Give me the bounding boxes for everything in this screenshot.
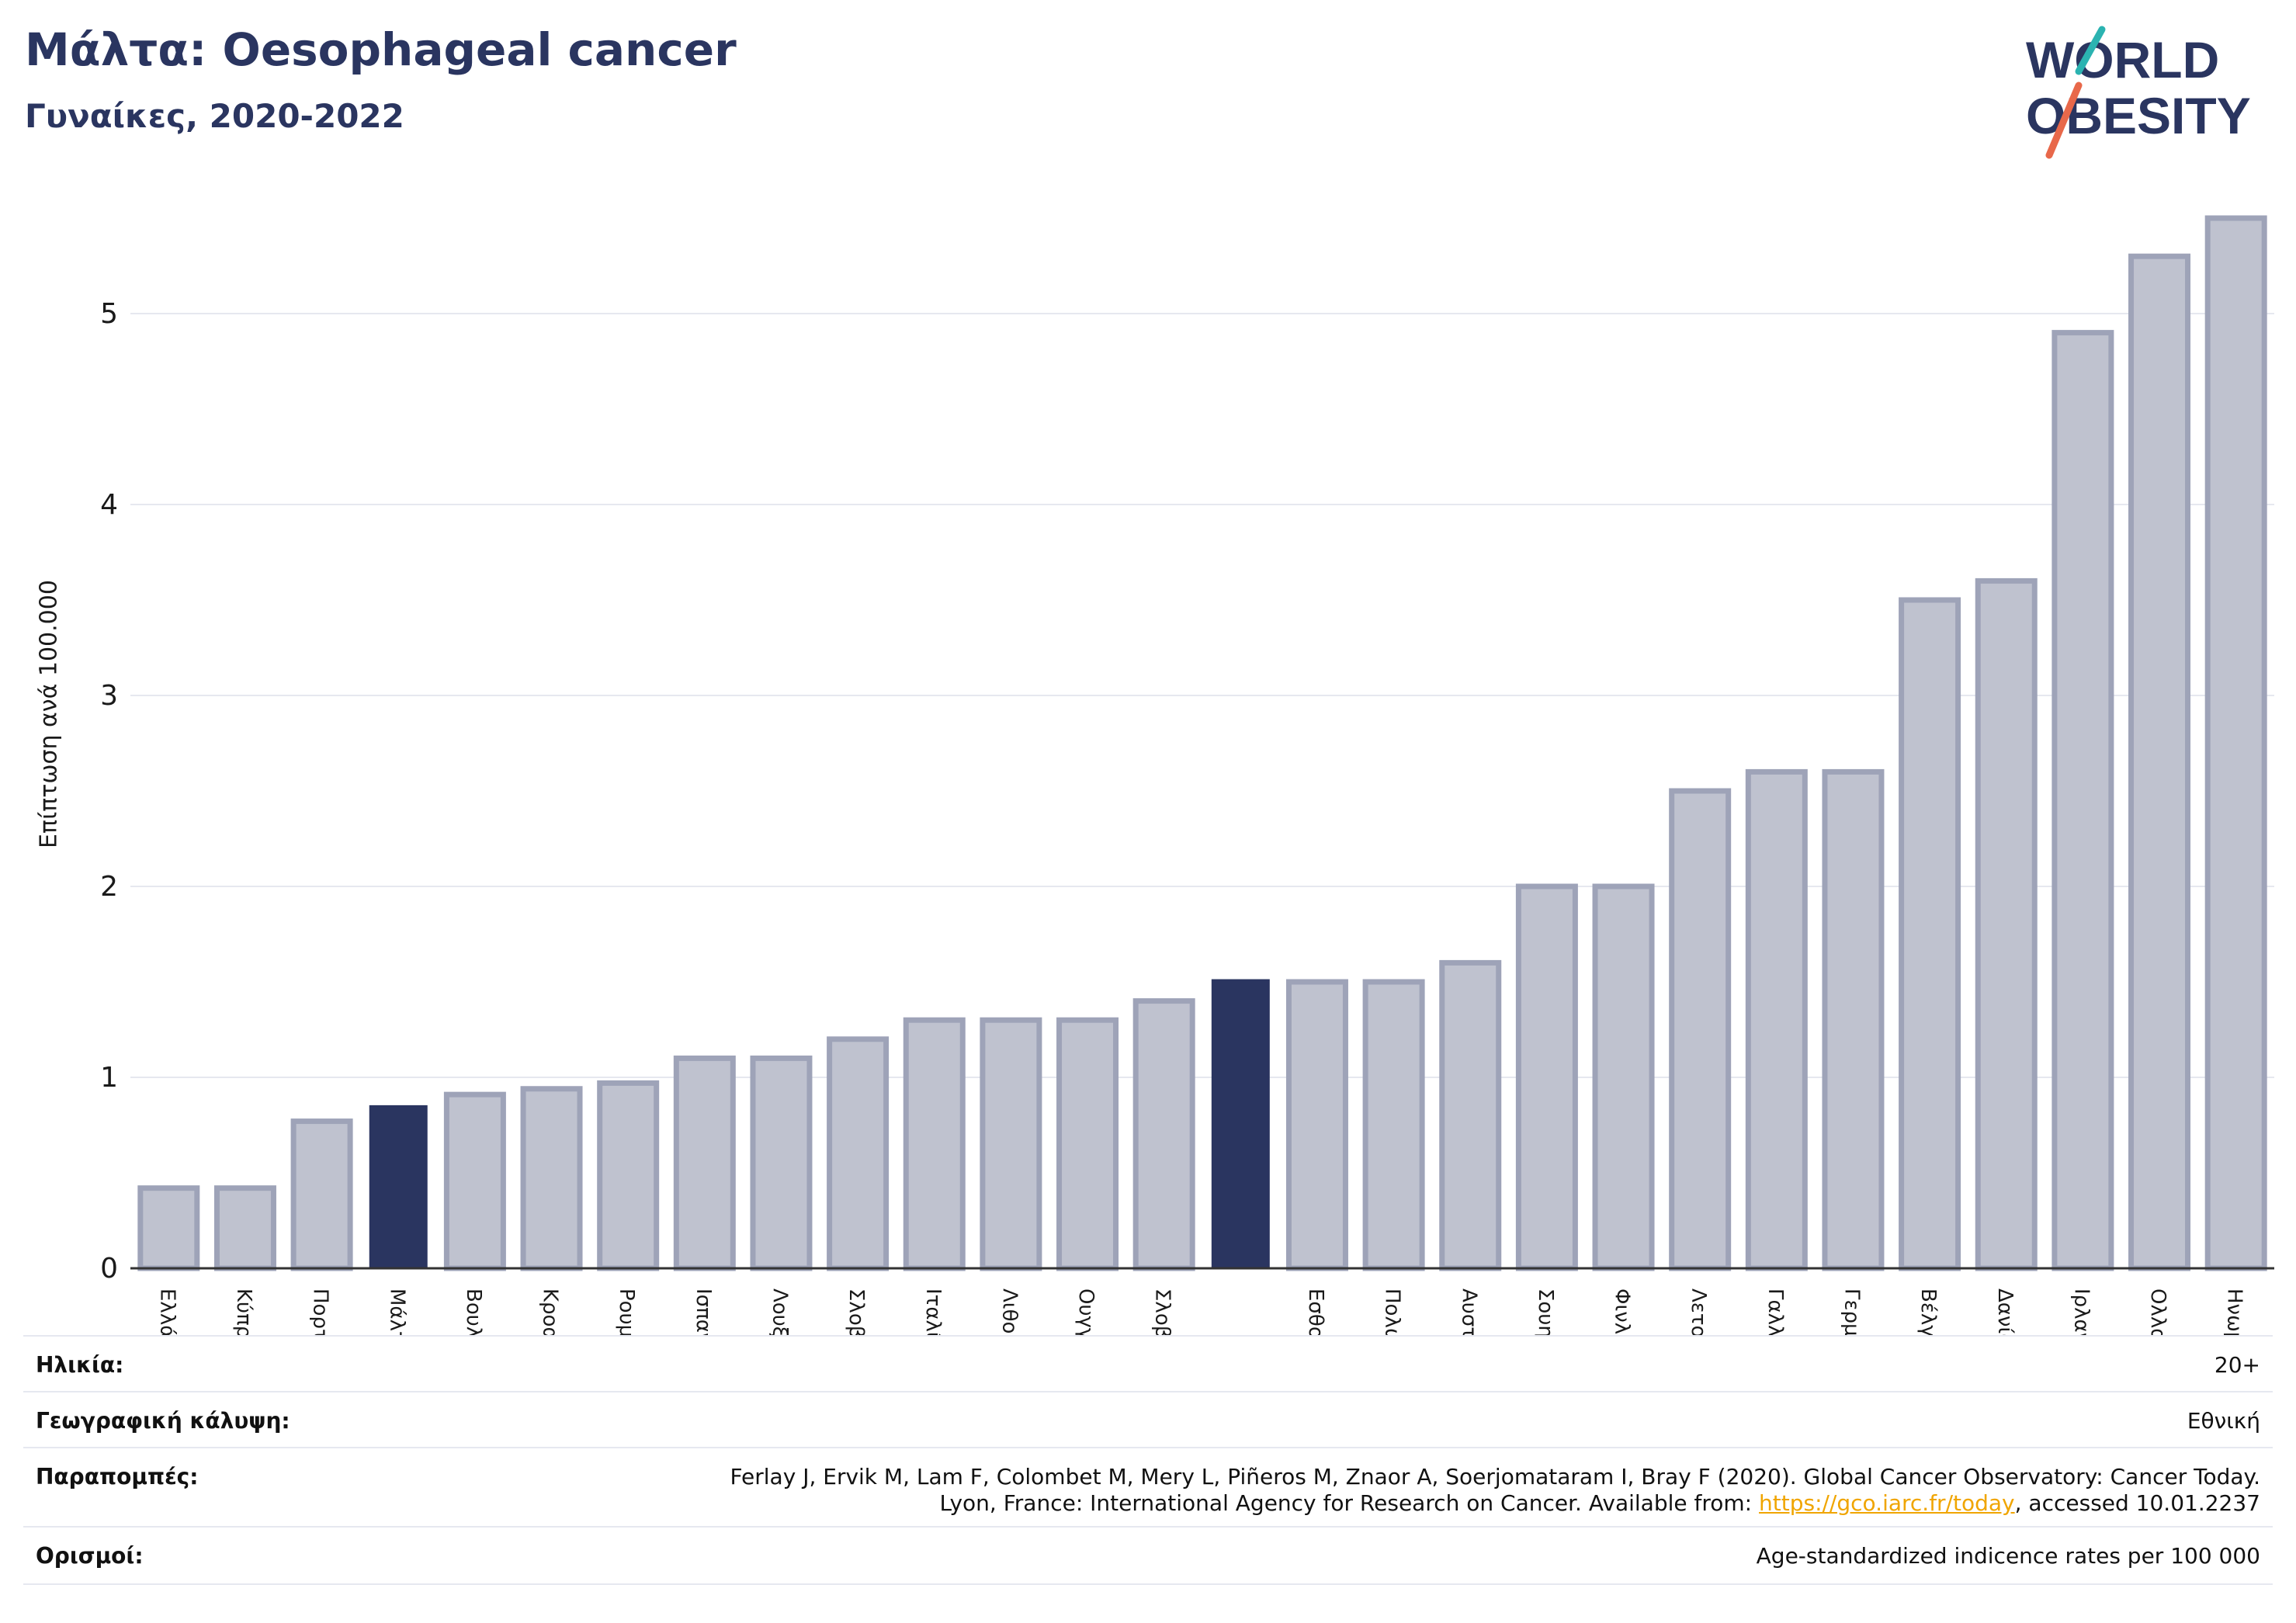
- refs-value: Ferlay J, Ervik M, Lam F, Colombet M, Me…: [730, 1464, 2260, 1517]
- bar: [673, 1055, 736, 1271]
- bar-chart: 0 1 2 3 4 5 Ελλάδα Κύπρος Πορτογαλία Μάλτα Βουλγα…: [100, 215, 2274, 1335]
- bar: [1975, 577, 2038, 1271]
- x-tick-label: Πολωνία: [1381, 1288, 1404, 1335]
- info-row-definitions: Ορισμοί: Age-standardized indicence rate…: [23, 1526, 2273, 1585]
- x-tick-label: Λετονία: [1687, 1288, 1710, 1335]
- bar: [520, 1086, 583, 1271]
- bar: [750, 1055, 813, 1271]
- x-tick-label: Ιρλανδία: [2069, 1288, 2093, 1335]
- defs-value: Age-standardized indicence rates per 100…: [1756, 1543, 2260, 1569]
- y-tick-label: 3: [100, 680, 118, 712]
- bar: [1132, 998, 1195, 1271]
- bar: [213, 1185, 276, 1271]
- y-tick-label: 4: [100, 489, 118, 521]
- x-tick-label: Ολλανδία: [2146, 1288, 2169, 1335]
- age-label: Ηλικία:: [36, 1352, 124, 1378]
- x-tick-label: Λουξεμβούργο: [768, 1288, 791, 1335]
- info-row-coverage: Γεωγραφική κάλυψη: Εθνική: [23, 1391, 2273, 1447]
- x-tick-label: Βέλγιο: [1916, 1288, 1940, 1335]
- x-tick-label: Σλοβενία: [1151, 1288, 1174, 1335]
- bar: [2051, 330, 2114, 1271]
- coverage-label: Γεωγραφική κάλυψη:: [36, 1408, 290, 1434]
- info-row-age: Ηλικία: 20+: [23, 1335, 2273, 1391]
- age-value: 20+: [2214, 1352, 2260, 1378]
- y-tick-label: 1: [100, 1062, 118, 1094]
- x-tick-label: Δανία: [1993, 1288, 2017, 1335]
- logo-line1: WORLD: [2026, 31, 2219, 88]
- logo-slash-teal: [2075, 26, 2106, 75]
- x-tick-label: Σλοβακία: [845, 1288, 868, 1335]
- y-tick-label: 5: [100, 298, 118, 330]
- info-row-references: Παραπομπές: Ferlay J, Ervik M, Lam F, Co…: [23, 1447, 2273, 1526]
- x-tick-label: Φινλανδία: [1611, 1288, 1634, 1335]
- y-tick-label: 2: [100, 871, 118, 903]
- x-tick-label: Ιταλία: [921, 1288, 945, 1335]
- bar: [980, 1017, 1042, 1271]
- bar: [1285, 979, 1348, 1271]
- x-tick-label: Γερμανία: [1840, 1288, 1863, 1335]
- x-tick-label: Ηνωμένο Βασίλειο: [2223, 1288, 2246, 1335]
- bar: [1822, 768, 1885, 1271]
- defs-label: Ορισμοί:: [36, 1543, 144, 1569]
- refs-line2: Lyon, France: International Agency for R…: [939, 1490, 2260, 1516]
- bar: [1056, 1017, 1119, 1271]
- x-tick-label: Μάλτα: [385, 1288, 408, 1335]
- x-tick-labels: Ελλάδα Κύπρος Πορτογαλία Μάλτα Βουλγαρία Κροα…: [155, 1288, 2246, 1335]
- bar: [1439, 959, 1502, 1271]
- x-tick-label: Λιθουανία: [997, 1288, 1021, 1335]
- bar: [2128, 253, 2191, 1271]
- bar: [597, 1080, 660, 1271]
- bar: [137, 1185, 200, 1271]
- refs-link[interactable]: https://gco.iarc.fr/today: [1759, 1490, 2015, 1516]
- refs-line1: Ferlay J, Ervik M, Lam F, Colombet M, Me…: [730, 1464, 2260, 1489]
- y-tick-label: 0: [100, 1253, 118, 1285]
- x-tick-label: Βουλγαρία: [462, 1288, 485, 1335]
- x-tick-label: Γαλλία: [1764, 1288, 1787, 1335]
- page-subtitle: Γυναίκες, 2020-2022: [25, 97, 404, 135]
- bar: [290, 1118, 353, 1271]
- x-tick-label: Κύπρος: [232, 1288, 255, 1335]
- world-obesity-logo: WORLD OBESITY: [2026, 26, 2251, 159]
- bar: [1899, 597, 1961, 1271]
- coverage-value: Εθνική: [2187, 1408, 2260, 1434]
- x-tick-label: Σουηδία: [1534, 1288, 1557, 1335]
- x-tick-label: Κροατία: [539, 1288, 562, 1335]
- bar: [1211, 979, 1270, 1270]
- y-tick-labels: 0 1 2 3 4 5: [100, 298, 118, 1285]
- x-tick-label: Ουγγαρία: [1074, 1288, 1098, 1335]
- bar: [1669, 788, 1732, 1271]
- bar: [903, 1017, 966, 1271]
- x-tick-label: Εσθονία: [1304, 1288, 1327, 1335]
- bar: [1362, 979, 1425, 1271]
- page-title: Μάλτα: Oesophageal cancer: [25, 23, 737, 76]
- bar: [443, 1091, 506, 1271]
- bars: [137, 215, 2267, 1271]
- x-tick-label: Ισπανία: [692, 1288, 715, 1335]
- bar: [1592, 883, 1655, 1271]
- logo-slash-coral: [2045, 81, 2083, 159]
- x-tick-label: Ρουμανία: [615, 1288, 638, 1335]
- bar: [827, 1036, 890, 1271]
- bar: [1515, 883, 1578, 1271]
- refs-label: Παραπομπές:: [36, 1464, 199, 1489]
- x-tick-label: Ελλάδα: [155, 1288, 179, 1335]
- bar: [369, 1105, 428, 1270]
- bar: [1745, 768, 1808, 1271]
- x-tick-label: Πορτογαλία: [309, 1288, 332, 1335]
- x-tick-label: Αυστρία: [1457, 1288, 1480, 1335]
- bar: [2204, 215, 2267, 1271]
